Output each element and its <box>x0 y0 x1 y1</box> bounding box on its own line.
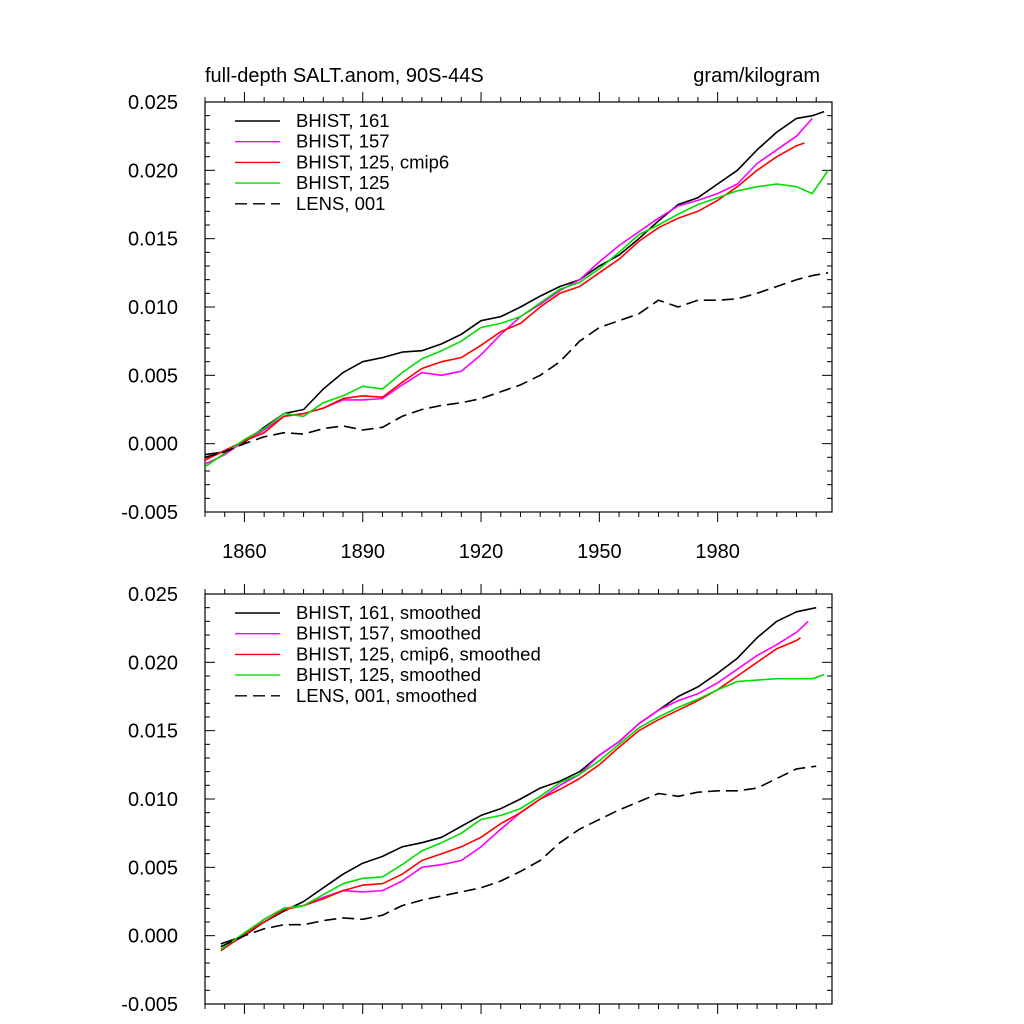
y-tick-label: -0.005 <box>121 502 178 524</box>
series-line-top-3 <box>204 169 829 468</box>
legend-label: BHIST, 125, cmip6 <box>296 151 449 172</box>
y-tick-label: 0.015 <box>128 721 178 743</box>
x-tick-label: 1890 <box>340 541 385 563</box>
bottom-panel: -0.005 0.000 0.005 0.010 0.015 0.020 0.025 BHIS… <box>121 584 833 1016</box>
legend-label: BHIST, 125, cmip6, smoothed <box>296 643 541 664</box>
legend-label: BHIST, 125 <box>296 172 390 193</box>
legend-label: BHIST, 161, smoothed <box>296 602 481 623</box>
legend-label: BHIST, 157 <box>296 131 390 152</box>
legend-label: BHIST, 125, smoothed <box>296 664 481 685</box>
y-tick-label: -0.005 <box>121 994 178 1016</box>
figure-title-left: full-depth SALT.anom, 90S-44S <box>205 65 484 87</box>
series-line-top-4 <box>204 272 829 459</box>
y-tick-label: 0.000 <box>128 434 178 456</box>
series-line-bottom-4 <box>220 765 817 948</box>
legend-label: LENS, 001 <box>296 193 385 214</box>
series-line-top-2 <box>204 142 805 461</box>
figure-title-right: gram/kilogram <box>693 65 820 87</box>
x-tick-label: 1980 <box>695 541 740 563</box>
y-tick-label: 0.010 <box>128 789 178 811</box>
y-tick-label: 0.005 <box>128 857 178 879</box>
y-tick-label: 0.020 <box>128 160 178 182</box>
legend-label: LENS, 001, smoothed <box>296 685 477 706</box>
x-tick-label: 1860 <box>222 541 267 563</box>
y-tick-label: 0.005 <box>128 365 178 387</box>
top-panel: -0.005 0.000 0.005 0.010 0.015 0.020 0.025 1860… <box>121 92 833 563</box>
series-line-bottom-3 <box>220 673 825 950</box>
series-line-bottom-0 <box>220 606 817 945</box>
x-tick-label: 1920 <box>459 541 504 563</box>
y-tick-label: 0.010 <box>128 297 178 319</box>
legend-label: BHIST, 161 <box>296 110 390 131</box>
y-tick-label: 0.020 <box>128 652 178 674</box>
y-tick-label: 0.000 <box>128 926 178 948</box>
series-line-top-0 <box>204 110 825 456</box>
legend-label: BHIST, 157, smoothed <box>296 623 481 644</box>
x-tick-label: 1950 <box>577 541 622 563</box>
y-tick-label: 0.015 <box>128 229 178 251</box>
y-tick-label: 0.025 <box>128 92 178 114</box>
y-tick-label: 0.025 <box>128 584 178 606</box>
